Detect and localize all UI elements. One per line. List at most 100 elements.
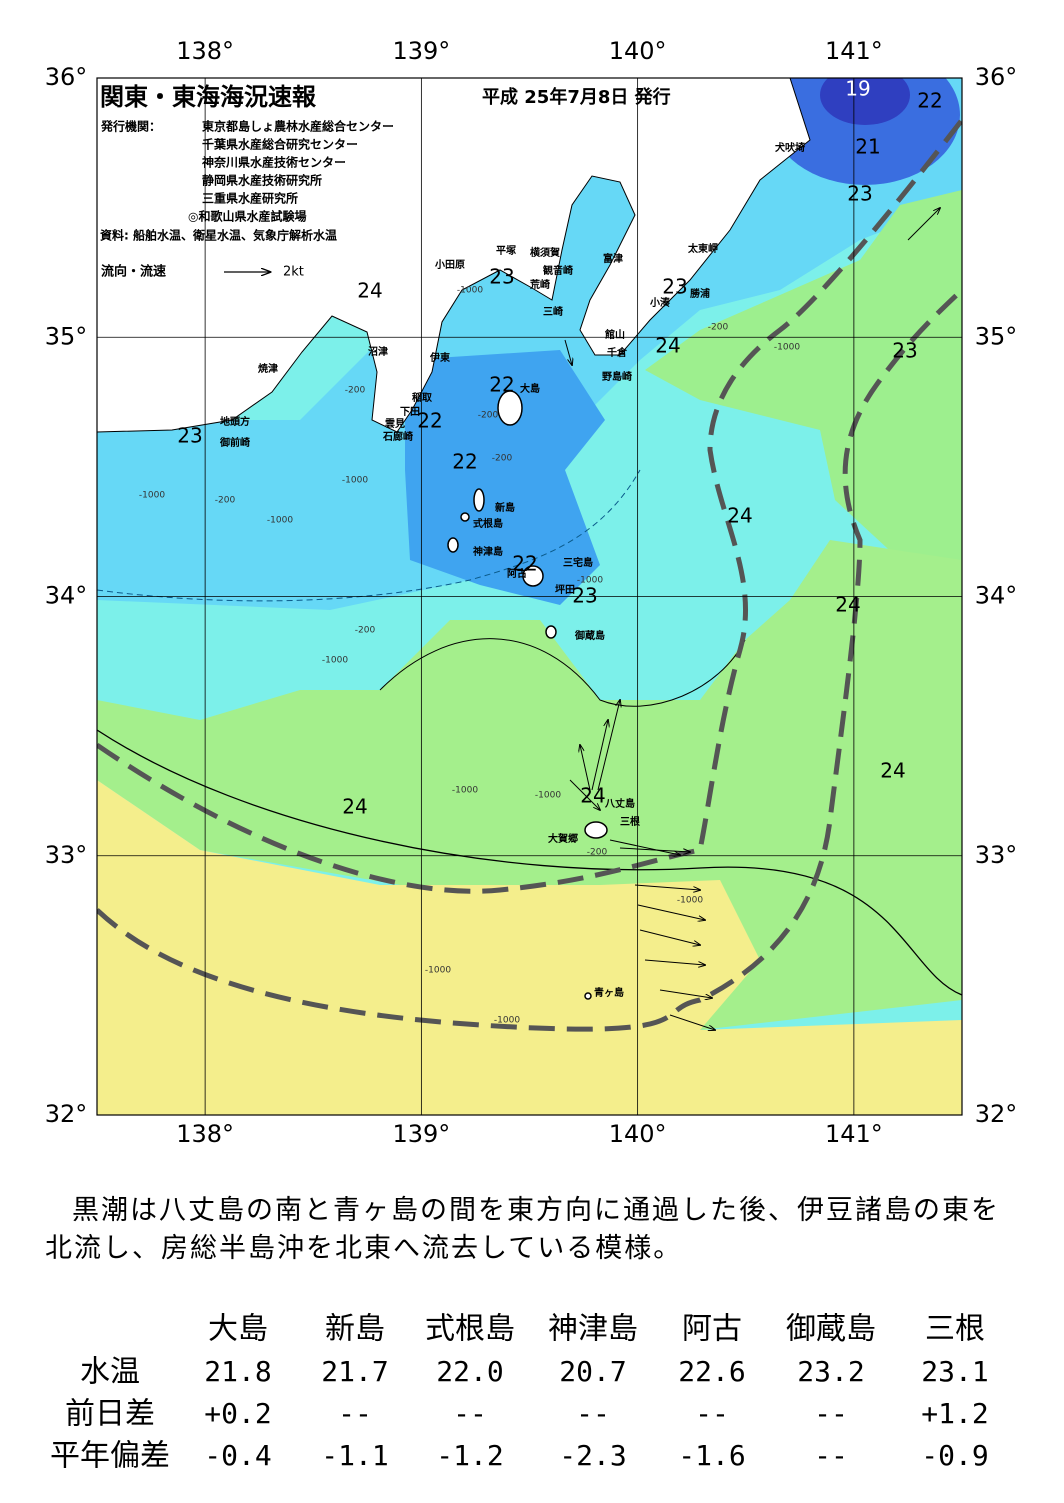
table-cell: -- xyxy=(814,1439,848,1472)
island xyxy=(522,565,544,587)
place-name: 小田原 xyxy=(434,258,465,271)
depth-label: -200 xyxy=(215,496,236,506)
lon-label: 138° xyxy=(176,1120,234,1148)
current-arrow xyxy=(619,847,690,852)
source: 資料: 船舶水温、衛星水温、気象庁解析水温 xyxy=(100,228,337,243)
issuer: 神奈川県水産技術センター xyxy=(202,155,346,170)
issuer-label: 発行機関： xyxy=(100,119,161,134)
place-name: 青ヶ島 xyxy=(594,986,624,999)
current-arrow xyxy=(659,989,712,998)
column-header: 大島 xyxy=(208,1312,268,1347)
depth-label: -200 xyxy=(587,848,608,858)
lat-label: 36° xyxy=(975,63,1018,91)
lat-label: 34° xyxy=(975,582,1018,610)
depth-label: -200 xyxy=(492,454,513,464)
table-cell: -- xyxy=(814,1397,848,1430)
place-name: 三崎 xyxy=(543,305,563,318)
table-cell: 21.7 xyxy=(321,1355,388,1388)
table-cell: 23.2 xyxy=(797,1355,864,1388)
isotherm-line xyxy=(97,729,962,996)
islands xyxy=(447,390,608,1000)
place-name: 阿古 xyxy=(507,567,527,580)
table-cell: -1.1 xyxy=(321,1439,388,1472)
place-name: 千倉 xyxy=(607,346,628,359)
island xyxy=(497,390,523,426)
island xyxy=(447,537,459,553)
land xyxy=(97,78,811,433)
current-arrow xyxy=(634,884,700,890)
place-name: 稲取 xyxy=(412,391,433,404)
depth-label: -1000 xyxy=(577,576,603,586)
map-body xyxy=(97,78,962,1115)
isotherm-label: 23 xyxy=(662,275,687,299)
current-arrow xyxy=(639,929,700,945)
depth-label: -200 xyxy=(478,411,499,421)
place-name: 三根 xyxy=(620,815,640,828)
current-arrow xyxy=(580,745,591,791)
isotherm-label: 24 xyxy=(727,504,752,528)
lon-label: 141° xyxy=(825,37,883,65)
place-name: 太東岬 xyxy=(687,242,718,255)
place-name: 小湊 xyxy=(649,296,671,309)
lat-label: 33° xyxy=(45,841,88,869)
issue-date: 平成 25年7月8日 発行 xyxy=(482,86,671,108)
depth-label: -200 xyxy=(355,626,376,636)
sea-warm xyxy=(97,540,962,1030)
place-name: 八丈島 xyxy=(604,797,635,810)
place-name: 平塚 xyxy=(496,244,516,257)
isotherm-label: 19 xyxy=(845,77,870,101)
column-header: 神津島 xyxy=(548,1312,638,1347)
row-label: 前日差 xyxy=(65,1397,155,1432)
table-cell: -2.3 xyxy=(559,1439,626,1472)
depth-label: -1000 xyxy=(452,786,478,796)
lon-label: 139° xyxy=(392,37,450,65)
table-cell: 22.6 xyxy=(678,1355,745,1388)
legend-current: 流向・流速 xyxy=(101,264,166,280)
place-name: 坪田 xyxy=(555,583,575,596)
table-cell: -1.2 xyxy=(436,1439,503,1472)
table-cell: 21.8 xyxy=(204,1355,271,1388)
description: 黒潮は八丈島の南と青ヶ島の間を東方向に通過した後、伊豆諸島の東を北流し、房総半島… xyxy=(45,1195,1000,1264)
place-name: 大島 xyxy=(520,382,540,395)
isotherm-label: 22 xyxy=(489,373,514,397)
lat-label: 32° xyxy=(45,1100,88,1128)
place-name: 館山 xyxy=(604,328,625,341)
sea-coldest xyxy=(770,78,960,185)
place-name: 焼津 xyxy=(258,362,278,375)
lon-label: 140° xyxy=(609,1120,667,1148)
table-cell: -- xyxy=(695,1397,729,1430)
current-arrow xyxy=(907,208,940,241)
sea-warm xyxy=(645,190,962,560)
lon-label: 140° xyxy=(609,37,667,65)
kuroshio xyxy=(97,118,962,1032)
depth-label: -1000 xyxy=(425,966,451,976)
depth-label: -200 xyxy=(708,323,729,333)
place-name: 観音崎 xyxy=(543,264,573,277)
isotherm-label: 24 xyxy=(357,279,382,303)
island xyxy=(473,488,485,512)
depth-label: -1000 xyxy=(139,491,165,501)
legend-speed: 2kt xyxy=(283,265,304,280)
table-cell: -- xyxy=(338,1397,372,1430)
table-cell: 20.7 xyxy=(559,1355,626,1388)
table-cell: -1.6 xyxy=(678,1439,745,1472)
current-arrow xyxy=(637,904,705,920)
column-header: 三根 xyxy=(925,1312,985,1347)
place-name: 御前崎 xyxy=(219,436,250,449)
lon-label: 139° xyxy=(392,1120,450,1148)
issuer: ◎和歌山県水産試験場 xyxy=(188,209,306,224)
issuer: 東京都島しょ農林水産総合センター xyxy=(202,119,394,134)
place-name: 下田 xyxy=(400,406,420,418)
isotherm-label: 23 xyxy=(847,182,872,206)
isotherm-label: 23 xyxy=(177,424,202,448)
current-arrow xyxy=(597,700,620,791)
sea-hot xyxy=(97,780,962,1115)
current-arrow xyxy=(669,1014,715,1030)
row-label: 平年偏差 xyxy=(50,1439,170,1474)
table-cell: 23.1 xyxy=(921,1355,988,1388)
current-arrow xyxy=(591,720,608,791)
depth-label: -1000 xyxy=(457,286,483,296)
depth-label: -1000 xyxy=(774,343,800,353)
